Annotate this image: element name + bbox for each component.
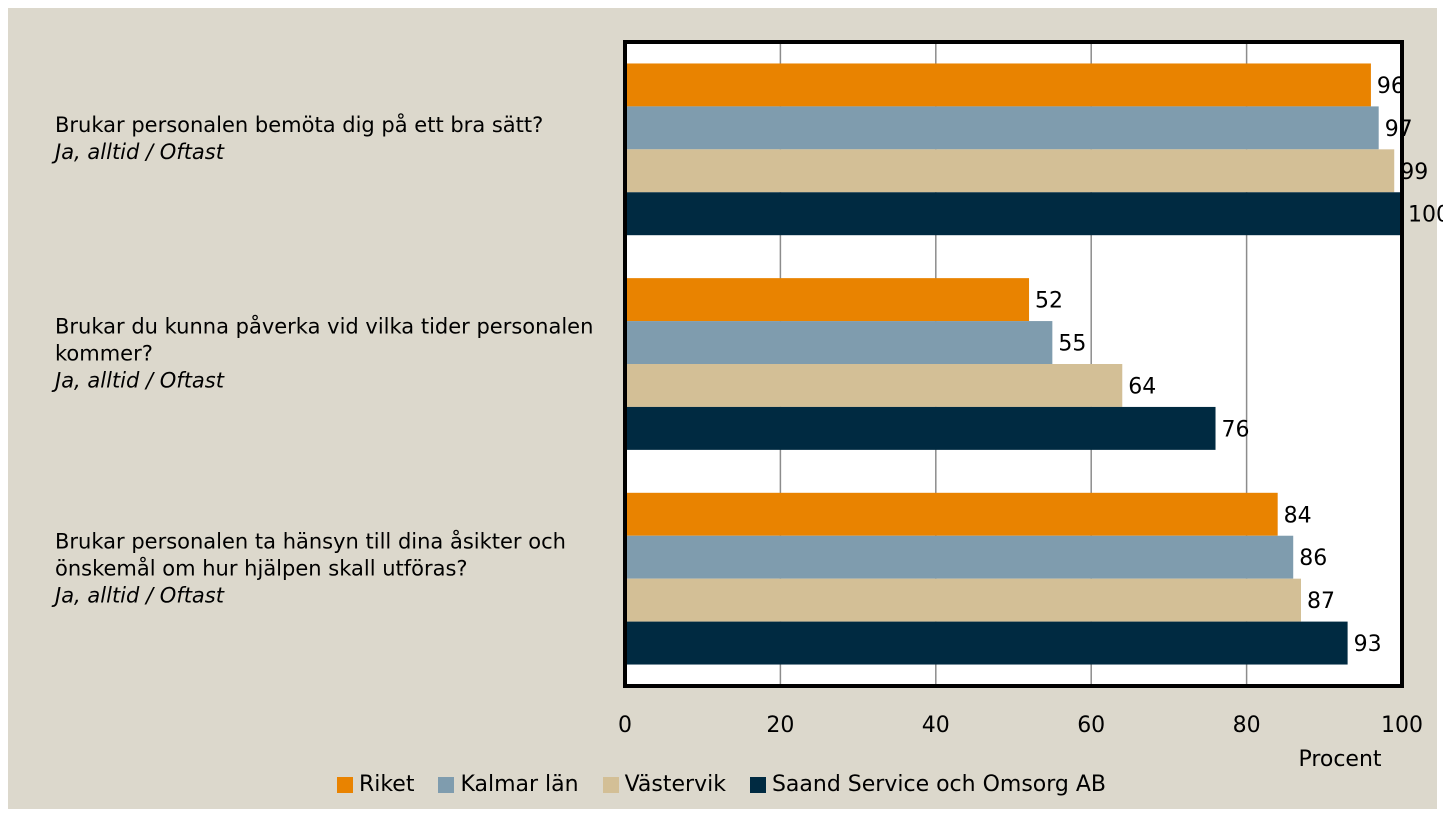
category-label: Brukar personalen bemöta dig på ett bra … [55,112,615,166]
category-text: Brukar personalen ta hänsyn till dina ås… [55,529,566,581]
bar [625,321,1053,364]
category-text: Brukar du kunna påverka vid vilka tider … [55,314,594,366]
bar [625,364,1123,407]
bar [625,578,1301,622]
legend-swatch [602,777,619,793]
legend-text: Riket [358,772,415,797]
category-note: Ja, alltid / Oftast [55,368,224,393]
legend-text: Västervik [624,772,726,797]
legend-item: Västervik [602,772,726,797]
x-tick-label: 0 [618,713,632,738]
value-label: 55 [1058,332,1086,357]
legend-swatch [336,777,353,793]
x-tick-label: 60 [1077,713,1105,738]
bar [625,278,1030,322]
x-axis-label: Procent [1298,747,1381,772]
value-label: 100 [1408,203,1443,228]
legend-item: Kalmar län [438,772,579,797]
legend-item: Saand Service och Omsorg AB [749,772,1107,797]
category-label: Brukar personalen ta hänsyn till dina ås… [55,528,615,609]
legend-swatch [438,777,455,793]
bar [625,106,1379,150]
legend-item: Riket [336,772,415,797]
legend: Riket Kalmar län Västervik Saand Service oc… [0,772,1443,797]
bar [625,621,1348,665]
plot-border [623,40,1404,688]
category-label: Brukar du kunna påverka vid vilka tider … [55,314,615,395]
bar [625,406,1216,450]
value-label: 84 [1284,503,1312,528]
value-label: 64 [1128,374,1156,399]
bar [625,149,1395,193]
value-label: 97 [1385,117,1413,142]
x-tick-label: 100 [1381,713,1423,738]
x-tick-label: 40 [922,713,950,738]
bar [625,63,1371,107]
legend-text: Saand Service och Omsorg AB [771,772,1107,797]
value-label: 52 [1035,289,1063,314]
value-label: 99 [1400,160,1428,185]
value-label: 93 [1354,632,1382,657]
x-tick-label: 20 [766,713,794,738]
bar [625,535,1294,579]
legend-swatch [749,777,766,793]
category-note: Ja, alltid / Oftast [55,140,224,165]
legend-text: Kalmar län [460,772,579,797]
category-note: Ja, alltid / Oftast [55,583,224,608]
value-label: 76 [1222,417,1250,442]
value-label: 86 [1299,546,1327,571]
x-tick-label: 80 [1233,713,1261,738]
bar [625,492,1278,536]
category-text: Brukar personalen bemöta dig på ett bra … [55,113,544,138]
value-label: 87 [1307,589,1335,614]
bar [625,192,1402,236]
